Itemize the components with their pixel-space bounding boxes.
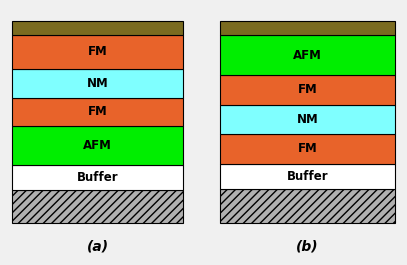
- Bar: [12, 126, 183, 165]
- Text: FM: FM: [88, 105, 107, 118]
- Text: FM: FM: [88, 45, 107, 58]
- Bar: [220, 164, 395, 189]
- Bar: [12, 21, 183, 35]
- Bar: [12, 69, 183, 98]
- Bar: [220, 189, 395, 223]
- Text: (a): (a): [87, 240, 109, 253]
- Text: FM: FM: [298, 83, 317, 96]
- Text: AFM: AFM: [293, 49, 322, 62]
- Text: (b): (b): [296, 240, 319, 253]
- Text: FM: FM: [298, 142, 317, 155]
- Bar: [12, 98, 183, 126]
- Bar: [220, 21, 395, 35]
- Bar: [220, 134, 395, 164]
- Bar: [12, 190, 183, 223]
- Bar: [12, 165, 183, 190]
- Text: AFM: AFM: [83, 139, 112, 152]
- Text: NM: NM: [87, 77, 109, 90]
- Text: NM: NM: [296, 113, 318, 126]
- Text: Buffer: Buffer: [77, 171, 118, 184]
- Bar: [220, 75, 395, 105]
- Text: Buffer: Buffer: [287, 170, 328, 183]
- Bar: [220, 105, 395, 134]
- Bar: [12, 35, 183, 69]
- Bar: [220, 35, 395, 75]
